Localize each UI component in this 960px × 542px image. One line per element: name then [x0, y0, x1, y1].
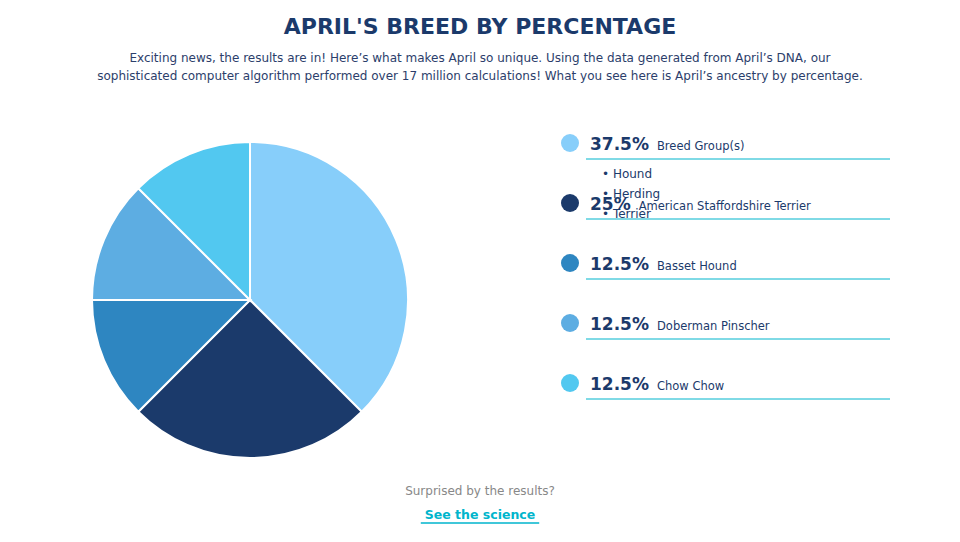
- legend-label: Doberman Pinscher: [657, 319, 770, 333]
- legend-swatch: [561, 254, 579, 272]
- legend-underline: [586, 159, 890, 160]
- legend-swatch: [561, 194, 579, 212]
- legend-subitem: • Hound: [602, 167, 652, 181]
- legend-value: 12.5%: [590, 314, 649, 334]
- chart: APRIL'S BREED BY PERCENTAGE Exciting news…: [0, 0, 960, 542]
- pie: [92, 142, 408, 458]
- subtitle: Exciting news, the results are in! Here’…: [129, 51, 830, 65]
- subtitle: sophisticated computer algorithm perform…: [97, 69, 863, 83]
- link[interactable]: See the science: [425, 507, 535, 522]
- legend-swatch: [561, 134, 579, 152]
- legend-value: 37.5%: [590, 134, 649, 154]
- legend-swatch: [561, 374, 579, 392]
- annotation: Surprised by the results?: [405, 484, 555, 498]
- legend-underline: [586, 279, 890, 280]
- legend-value: 25%: [590, 194, 631, 214]
- legend-value: 12.5%: [590, 374, 649, 394]
- legend-value: 12.5%: [590, 254, 649, 274]
- legend-swatch: [561, 314, 579, 332]
- pie-slice: [92, 300, 250, 412]
- legend-underline: [586, 399, 890, 400]
- legend-underline: [586, 339, 890, 340]
- title: APRIL'S BREED BY PERCENTAGE: [284, 14, 676, 39]
- legend-label: Breed Group(s): [657, 139, 744, 153]
- pie-slice: [138, 142, 250, 300]
- legend-label: Chow Chow: [657, 379, 724, 393]
- link-underline: [421, 522, 539, 524]
- legend-underline: [586, 219, 890, 220]
- legend-label: American Staffordshire Terrier: [639, 199, 811, 213]
- legend: 37.5%Breed Group(s)• Hound• Herding• Ter…: [561, 134, 890, 399]
- legend-label: Basset Hound: [657, 259, 737, 273]
